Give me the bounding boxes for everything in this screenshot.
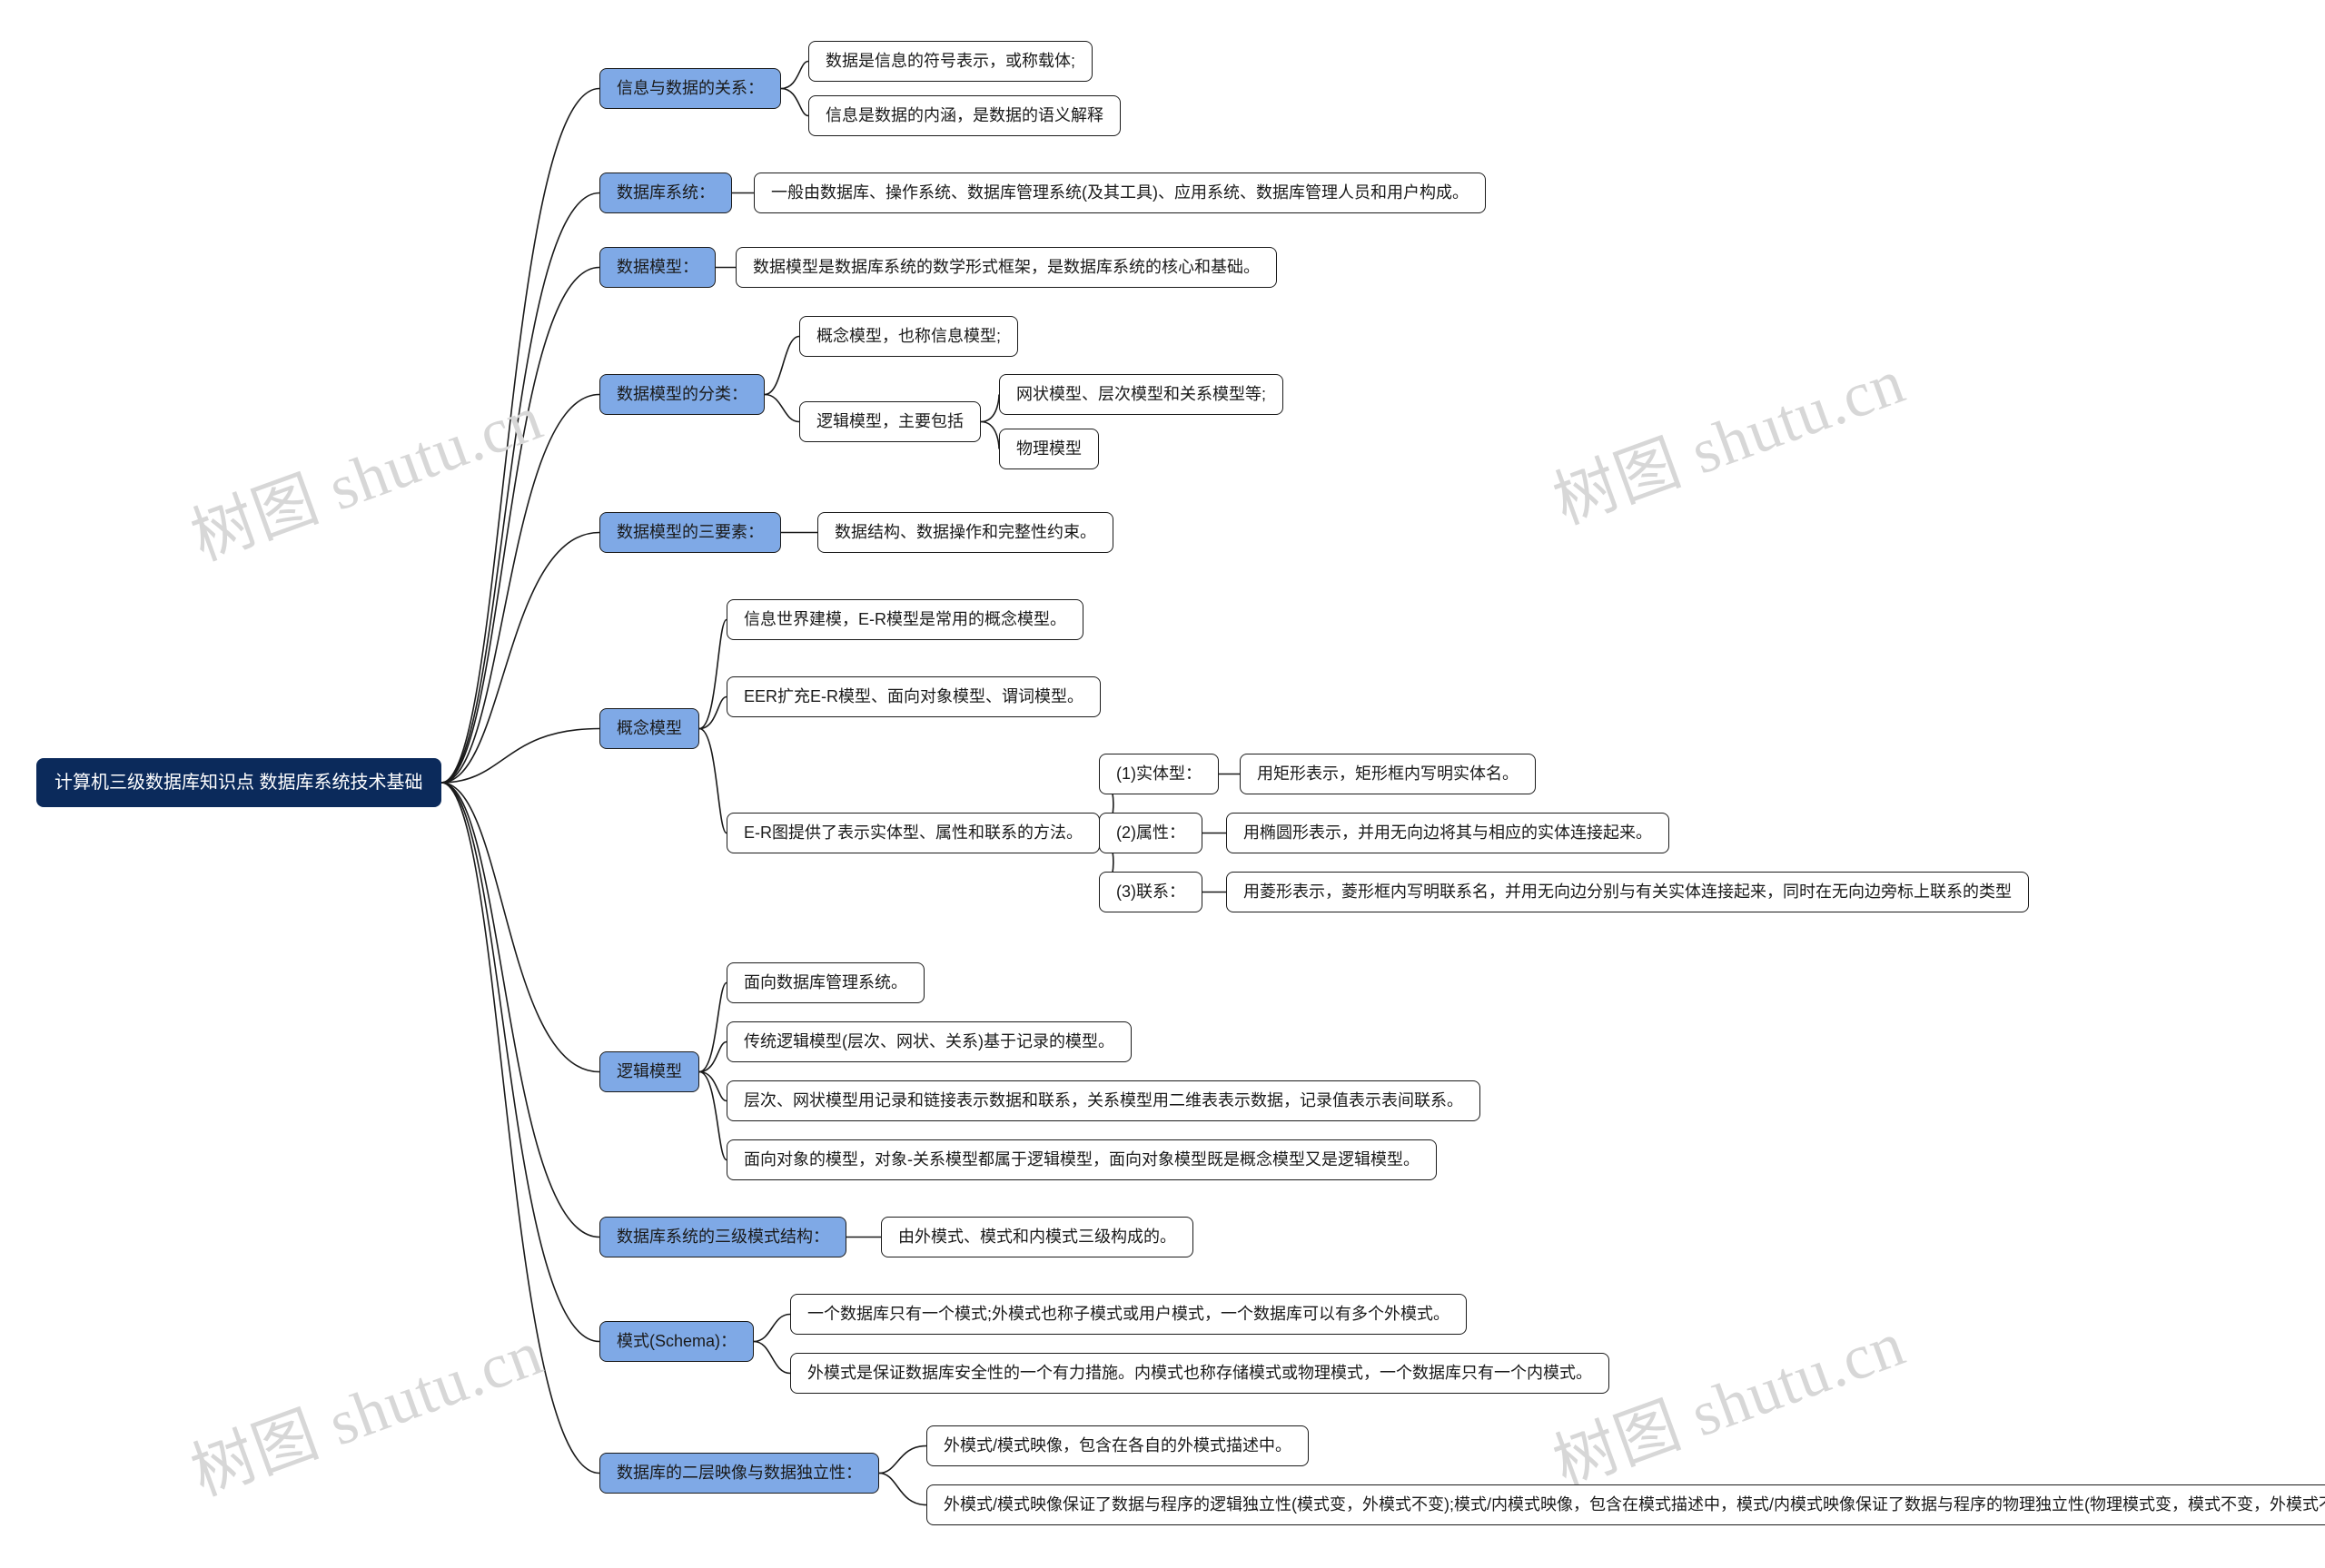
leaf-node[interactable]: 外模式是保证数据库安全性的一个有力措施。内模式也称存储模式或物理模式，一个数据库… bbox=[790, 1353, 1609, 1394]
leaf-node[interactable]: 数据结构、数据操作和完整性约束。 bbox=[817, 512, 1113, 553]
watermark: 树图 shutu.cn bbox=[177, 1302, 553, 1514]
leaf-node[interactable]: 逻辑模型，主要包括 bbox=[799, 401, 981, 442]
leaf-node[interactable]: 网状模型、层次模型和关系模型等; bbox=[999, 374, 1283, 415]
leaf-node[interactable]: 面向数据库管理系统。 bbox=[727, 962, 925, 1003]
mindmap-canvas: 树图 shutu.cn 树图 shutu.cn 树图 shutu.cn 树图 s… bbox=[0, 0, 2325, 1568]
root-node[interactable]: 计算机三级数据库知识点 数据库系统技术基础 bbox=[36, 758, 441, 807]
leaf-node[interactable]: EER扩充E-R模型、面向对象模型、谓词模型。 bbox=[727, 676, 1101, 717]
branch-node[interactable]: 数据模型的三要素： bbox=[599, 512, 781, 553]
branch-node[interactable]: 概念模型 bbox=[599, 708, 699, 749]
leaf-node[interactable]: 外模式/模式映像，包含在各自的外模式描述中。 bbox=[926, 1425, 1309, 1466]
branch-node[interactable]: 数据库的二层映像与数据独立性： bbox=[599, 1453, 879, 1494]
leaf-node[interactable]: 面向对象的模型，对象-关系模型都属于逻辑模型，面向对象模型既是概念模型又是逻辑模… bbox=[727, 1139, 1437, 1180]
watermark: 树图 shutu.cn bbox=[1539, 1293, 1915, 1504]
leaf-node[interactable]: 数据模型是数据库系统的数学形式框架，是数据库系统的核心和基础。 bbox=[736, 247, 1277, 288]
branch-node[interactable]: 信息与数据的关系： bbox=[599, 68, 781, 109]
leaf-node[interactable]: E-R图提供了表示实体型、属性和联系的方法。 bbox=[727, 813, 1100, 853]
leaf-node[interactable]: 数据是信息的符号表示，或称载体; bbox=[808, 41, 1093, 82]
leaf-node[interactable]: 信息世界建模，E-R模型是常用的概念模型。 bbox=[727, 599, 1083, 640]
leaf-node[interactable]: 一个数据库只有一个模式;外模式也称子模式或用户模式，一个数据库可以有多个外模式。 bbox=[790, 1294, 1467, 1335]
leaf-node[interactable]: 传统逻辑模型(层次、网状、关系)基于记录的模型。 bbox=[727, 1021, 1132, 1062]
branch-node[interactable]: 数据库系统的三级模式结构： bbox=[599, 1217, 846, 1257]
leaf-node[interactable]: 一般由数据库、操作系统、数据库管理系统(及其工具)、应用系统、数据库管理人员和用… bbox=[754, 173, 1486, 213]
branch-node[interactable]: 数据库系统： bbox=[599, 173, 732, 213]
leaf-node[interactable]: (3)联系： bbox=[1099, 872, 1202, 912]
leaf-node[interactable]: 信息是数据的内涵，是数据的语义解释 bbox=[808, 95, 1121, 136]
watermark: 树图 shutu.cn bbox=[1539, 330, 1915, 542]
leaf-node[interactable]: 外模式/模式映像保证了数据与程序的逻辑独立性(模式变，外模式不变);模式/内模式… bbox=[926, 1484, 2325, 1525]
branch-node[interactable]: 模式(Schema)： bbox=[599, 1321, 754, 1362]
leaf-node[interactable]: 概念模型，也称信息模型; bbox=[799, 316, 1018, 357]
leaf-node[interactable]: 层次、网状模型用记录和链接表示数据和联系，关系模型用二维表表示数据，记录值表示表… bbox=[727, 1080, 1480, 1121]
leaf-node[interactable]: (2)属性： bbox=[1099, 813, 1202, 853]
leaf-node[interactable]: 由外模式、模式和内模式三级构成的。 bbox=[881, 1217, 1193, 1257]
branch-node[interactable]: 数据模型的分类： bbox=[599, 374, 765, 415]
leaf-node[interactable]: 用椭圆形表示，并用无向边将其与相应的实体连接起来。 bbox=[1226, 813, 1669, 853]
branch-node[interactable]: 逻辑模型 bbox=[599, 1051, 699, 1092]
leaf-node[interactable]: 用菱形表示，菱形框内写明联系名，并用无向边分别与有关实体连接起来，同时在无向边旁… bbox=[1226, 872, 2029, 912]
branch-node[interactable]: 数据模型： bbox=[599, 247, 716, 288]
leaf-node[interactable]: 物理模型 bbox=[999, 429, 1099, 469]
leaf-node[interactable]: (1)实体型： bbox=[1099, 754, 1219, 794]
watermark: 树图 shutu.cn bbox=[177, 367, 553, 578]
leaf-node[interactable]: 用矩形表示，矩形框内写明实体名。 bbox=[1240, 754, 1536, 794]
